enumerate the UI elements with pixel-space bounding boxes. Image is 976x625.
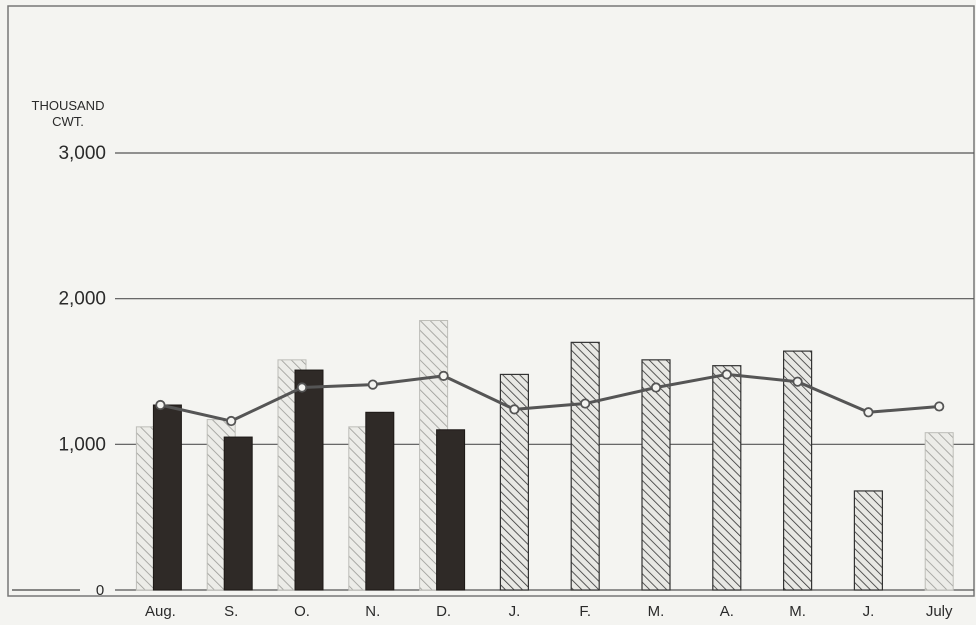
bar-dark-hatched <box>712 365 742 591</box>
x-tick-label: July <box>926 603 953 620</box>
x-tick-label: M. <box>648 603 665 620</box>
x-tick-label: O. <box>294 603 310 620</box>
x-tick-label: N. <box>365 603 380 620</box>
x-tick-label: J. <box>509 603 521 620</box>
bar-dark-hatched <box>782 350 813 591</box>
bar-dark-hatched <box>853 490 884 591</box>
x-tick-label: F. <box>579 603 591 620</box>
series-point <box>721 369 732 380</box>
y-tick-label: 3,000 <box>58 143 106 164</box>
bar-solid <box>436 429 466 591</box>
y-tick-label: 0 <box>96 582 104 599</box>
y-tick-label: 2,000 <box>58 289 106 310</box>
x-tick-label: M. <box>789 603 806 620</box>
series-point <box>509 404 520 415</box>
series-line <box>160 372 940 423</box>
series-point <box>226 415 237 427</box>
series-point <box>863 407 874 418</box>
series-point <box>934 401 945 412</box>
series-point <box>296 382 308 393</box>
x-tick-label: J. <box>863 603 875 620</box>
y-tick-label: 1,000 <box>58 434 106 455</box>
series-point <box>580 398 591 409</box>
series-point <box>155 399 166 411</box>
bar-solid <box>152 404 182 591</box>
series-point <box>438 370 449 381</box>
bar-solid <box>294 369 324 591</box>
y-axis-label-line1: THOUSAND <box>32 98 105 113</box>
series-point <box>367 379 378 390</box>
x-tick-label: S. <box>224 603 238 620</box>
y-axis-label-line2: CWT. <box>52 114 84 129</box>
bar-dark-hatched <box>641 359 671 591</box>
bar-solid <box>223 436 253 591</box>
bar-light-hatched <box>924 432 954 591</box>
series-point <box>650 382 662 393</box>
chart-frame <box>7 5 975 597</box>
bar-solid <box>365 411 395 591</box>
bar-dark-hatched <box>570 341 600 591</box>
x-tick-label: D. <box>436 603 451 620</box>
x-tick-label: Aug. <box>145 603 176 620</box>
series-point <box>792 376 803 387</box>
x-tick-label: A. <box>720 603 734 620</box>
